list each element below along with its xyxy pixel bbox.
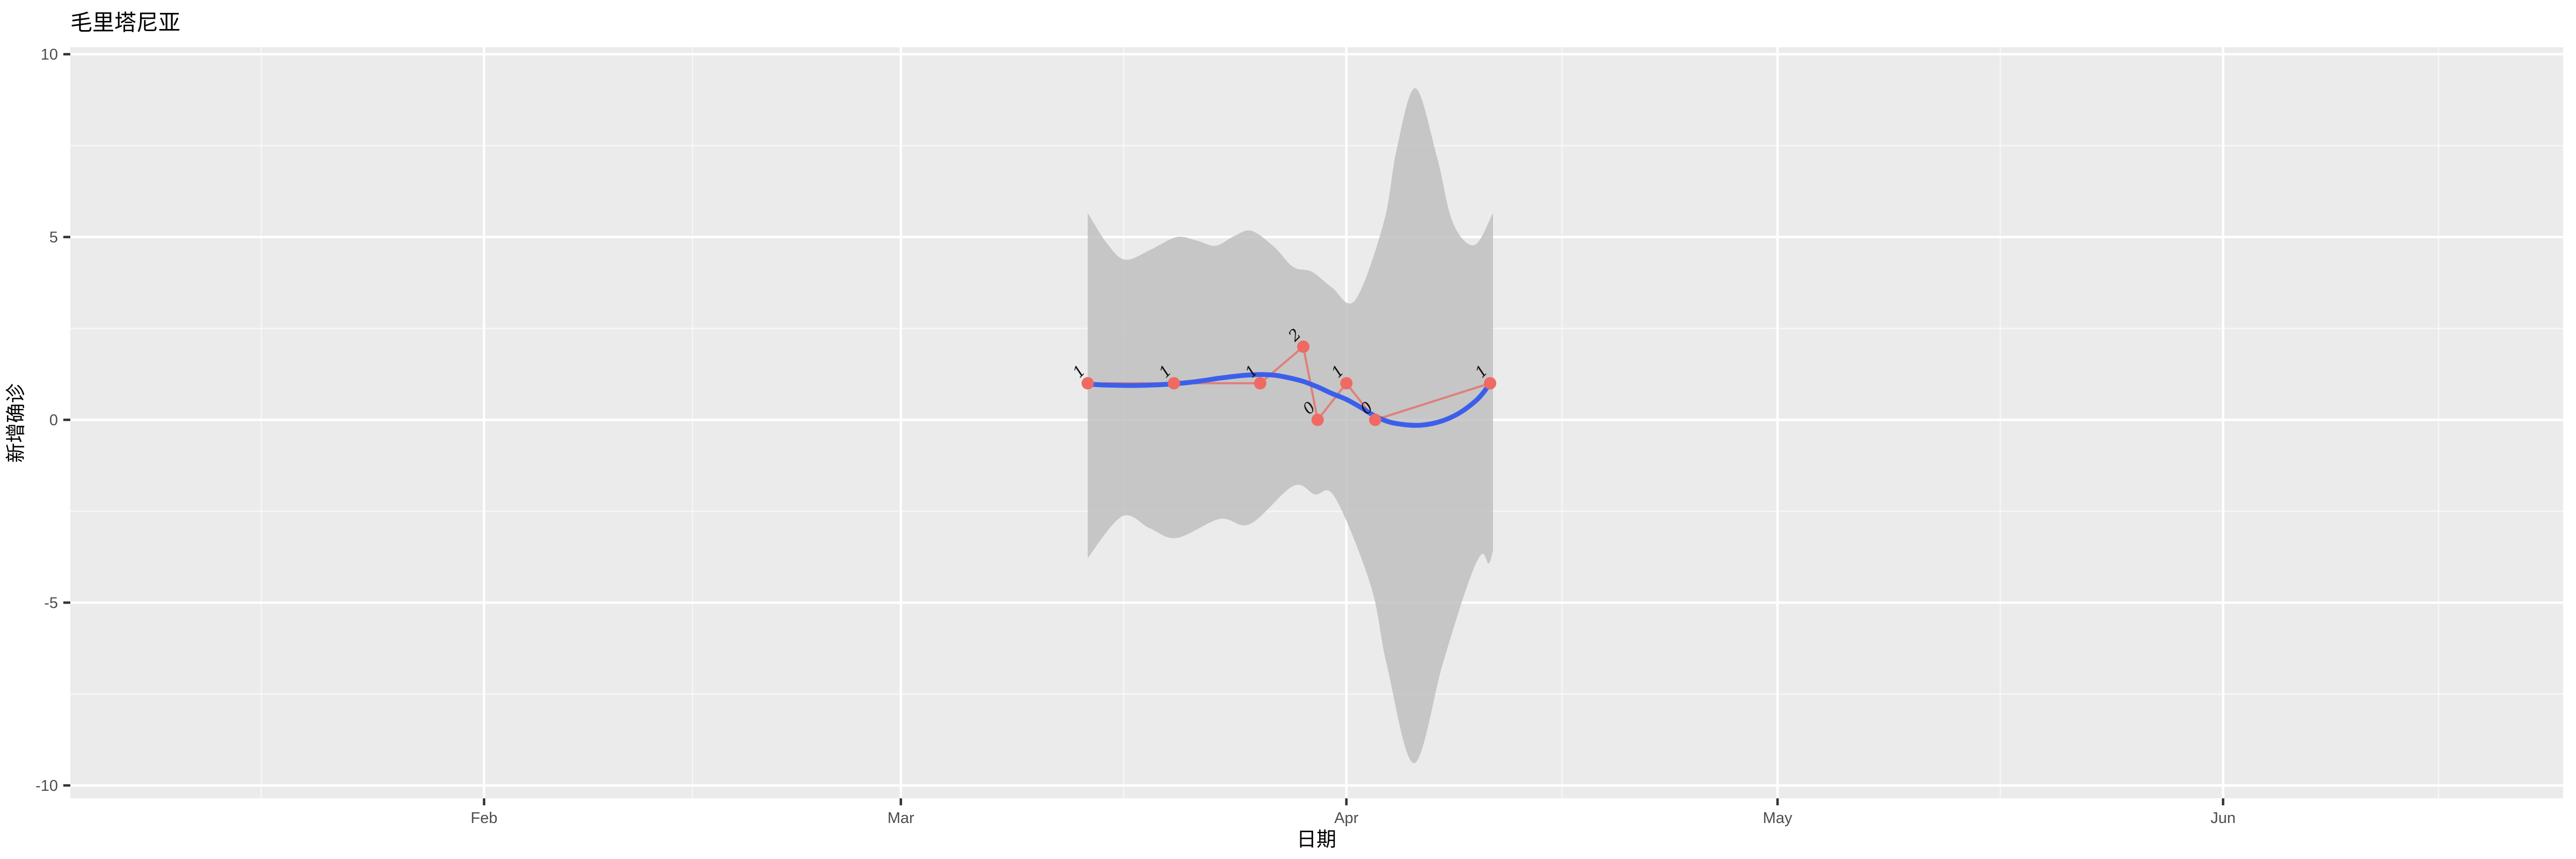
y-tick-label-5: 5 [49, 229, 58, 246]
plot-title: 毛里塔尼亚 [70, 10, 180, 35]
data-point [1340, 377, 1353, 390]
gridlines-major [70, 47, 2563, 798]
confidence-ribbon [1087, 88, 1493, 763]
y-axis-title: 新增确诊 [5, 383, 27, 463]
data-point [1368, 413, 1381, 426]
x-tick-label-may: May [1763, 810, 1792, 827]
y-axis-ticks: 10 5 0 -5 -10 [35, 46, 70, 795]
x-tick-label-feb: Feb [471, 810, 497, 827]
smooth-trend-line [1085, 372, 1493, 428]
data-point [1297, 340, 1309, 353]
y-tick-label-10: 10 [41, 46, 58, 63]
y-tick-label--10: -10 [35, 777, 58, 795]
data-point [1254, 377, 1267, 390]
x-axis-ticks: Feb Mar Apr May Jun [471, 798, 2236, 827]
y-tick-label--5: -5 [44, 595, 58, 612]
x-tick-label-jun: Jun [2211, 810, 2236, 827]
x-tick-label-apr: Apr [1334, 810, 1358, 827]
data-point [1484, 377, 1497, 390]
data-point [1311, 413, 1324, 426]
data-point [1081, 377, 1094, 390]
x-axis-title: 日期 [1297, 828, 1336, 850]
data-point [1167, 377, 1180, 390]
x-tick-label-mar: Mar [888, 810, 914, 827]
y-tick-label-0: 0 [49, 412, 58, 429]
data-points [1081, 340, 1497, 426]
